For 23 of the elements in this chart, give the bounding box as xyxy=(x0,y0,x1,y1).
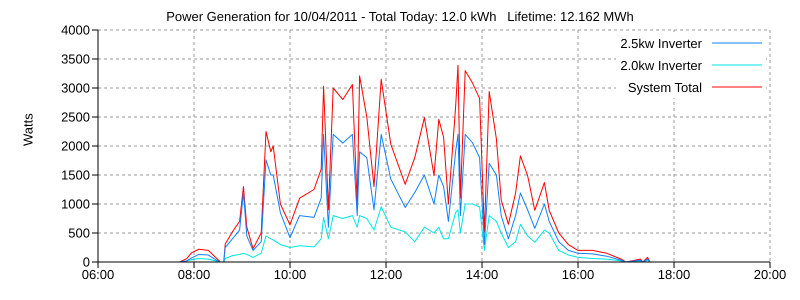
y-tick-label: 0 xyxy=(82,254,90,270)
y-tick-label: 3000 xyxy=(61,80,90,96)
legend-label: 2.5kw Inverter xyxy=(620,36,702,50)
chart-title: Power Generation for 10/04/2011 - Total Today: 12.0 kWh Lifetime: 12.162 MWh xyxy=(166,9,634,24)
line-series xyxy=(179,134,650,262)
legend-label: System Total xyxy=(628,80,702,94)
x-tick-label: 16:00 xyxy=(562,267,594,282)
y-tick-label: 500 xyxy=(68,226,90,241)
x-tick-label: 14:00 xyxy=(466,267,498,282)
x-tick-label: 10:00 xyxy=(274,267,306,282)
legend-label: 2.0kw Inverter xyxy=(620,58,702,72)
y-tick-label: 2500 xyxy=(61,110,90,125)
x-tick-label: 20:00 xyxy=(754,267,786,282)
y-tick-label: 3500 xyxy=(61,52,90,67)
y-tick-label: 2000 xyxy=(61,138,90,154)
x-tick-label: 18:00 xyxy=(658,267,690,282)
y-tick-label: 1000 xyxy=(61,196,90,212)
y-axis-title: Watts xyxy=(20,112,36,146)
y-tick-label: 4000 xyxy=(61,22,90,38)
x-tick-label: 12:00 xyxy=(370,267,402,282)
x-tick-label: 08:00 xyxy=(178,267,210,282)
x-tick-label: 06:00 xyxy=(82,267,114,282)
y-tick-label: 1500 xyxy=(61,168,90,183)
